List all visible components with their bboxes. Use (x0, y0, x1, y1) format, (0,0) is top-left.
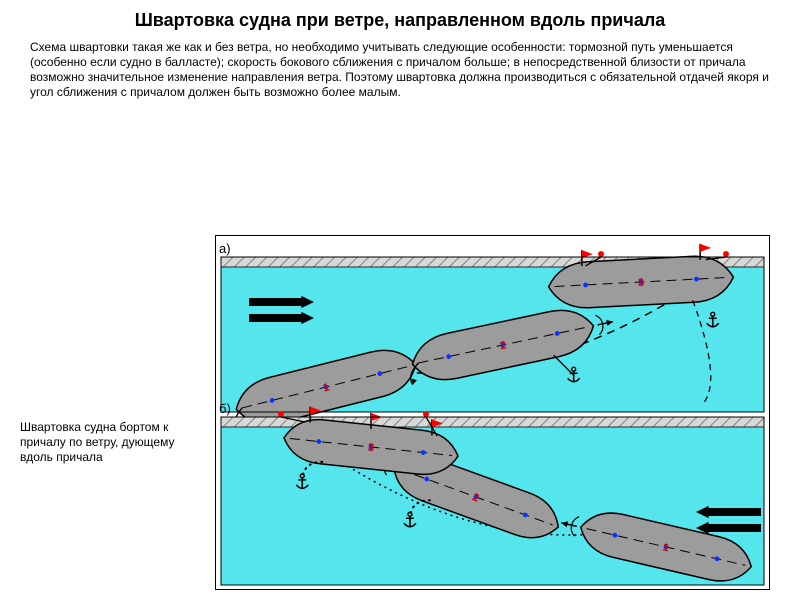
description-paragraph: Схема швартовки такая же как и без ветра… (30, 40, 770, 100)
diagram-caption: Швартовка судна бортом к причалу по ветр… (20, 420, 210, 465)
page-title: Швартовка судна при ветре, направленном … (40, 10, 760, 32)
svg-text:3: 3 (638, 277, 645, 289)
svg-text:а): а) (219, 241, 231, 256)
svg-text:б): б) (219, 401, 231, 416)
mooring-diagram: а)123б)123 (215, 235, 770, 590)
svg-text:3: 3 (367, 442, 374, 455)
